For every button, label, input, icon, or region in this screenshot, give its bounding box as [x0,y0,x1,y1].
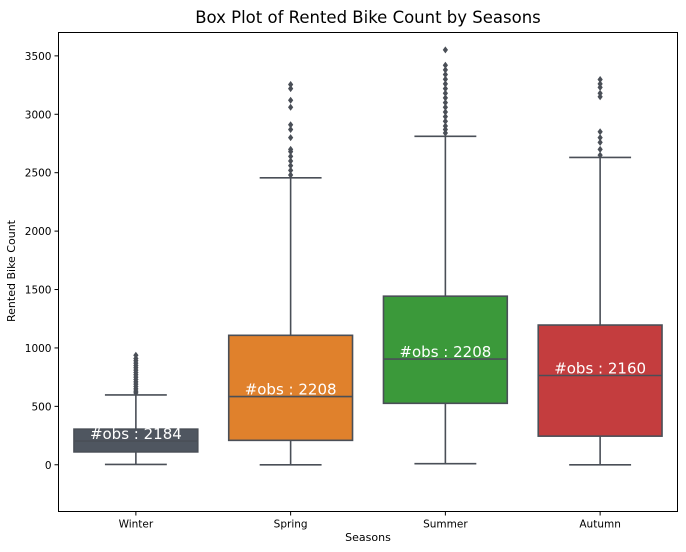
x-tick-label: Spring [274,519,308,531]
y-tick-label: 3000 [25,109,52,121]
outlier-point [442,61,448,69]
y-axis: 0 500 1000 1500 2000 2500 3000 3500 [25,51,59,472]
outlier-point [288,162,294,170]
observation-count-label: #obs : 2208 [245,381,337,399]
outlier-point [597,134,603,142]
outlier-point [597,128,603,136]
x-tick-label: Winter [119,519,154,531]
outlier-point [133,351,139,359]
box-summer: #obs : 2208 [382,46,509,465]
outlier-point [597,145,603,153]
outlier-point [597,80,603,88]
outlier-point [442,99,448,107]
outlier-point [288,121,294,129]
outlier-point [597,93,603,101]
outlier-point [442,103,448,111]
iqr-box [227,334,354,442]
outlier-point [288,134,294,142]
iqr-box [537,324,663,437]
x-tick-label: Autumn [579,519,621,531]
outlier-point [288,96,294,104]
y-tick-label: 1500 [25,285,52,297]
y-tick-label: 2000 [25,226,52,238]
outlier-point [288,80,294,88]
y-tick-label: 2500 [25,168,52,180]
y-tick-label: 1000 [25,343,52,355]
x-axis-label: Seasons [345,531,391,544]
observation-count-label: #obs : 2184 [90,425,182,443]
y-axis-label: Rented Bike Count [5,219,18,322]
outlier-point [597,75,603,83]
observation-count-label: #obs : 2208 [399,343,491,361]
outlier-point [442,117,448,125]
boxes-layer: #obs : 2184 #obs : 2208 #obs : 2208 #obs : … [73,46,663,466]
x-tick-label: Summer [423,519,468,531]
box-autumn: #obs : 2160 [537,75,663,466]
outlier-point [597,138,603,146]
outlier-point [442,108,448,116]
iqr-box [382,295,509,405]
outlier-point [442,129,448,137]
outlier-point [288,152,294,160]
outlier-point [597,151,603,159]
outlier-point [288,103,294,111]
y-tick-label: 500 [31,401,51,413]
outlier-point [442,113,448,121]
outlier-point [442,89,448,97]
y-tick-label: 3500 [25,51,52,63]
outlier-point [288,125,294,133]
box-winter: #obs : 2184 [73,351,199,466]
outlier-point [288,166,294,174]
chart-title: Box Plot of Rented Bike Count by Seasons [195,8,541,27]
outlier-point [597,89,603,97]
outlier-point [442,46,448,54]
outlier-point [597,83,603,91]
outlier-point [442,80,448,88]
outlier-point [288,157,294,165]
outlier-point [442,75,448,83]
y-tick-label: 0 [45,460,52,472]
x-axis: Winter Spring Summer Autumn [119,511,621,531]
box-spring: #obs : 2208 [227,80,354,466]
outlier-point [442,125,448,133]
observation-count-label: #obs : 2160 [554,360,646,378]
outlier-point [442,122,448,130]
outlier-point [442,66,448,74]
outlier-point [288,145,294,153]
outlier-point [288,171,294,179]
outlier-point [288,85,294,93]
outlier-point [442,94,449,102]
outlier-point [442,71,448,79]
outlier-point [442,85,448,93]
plot-frame [58,32,678,512]
